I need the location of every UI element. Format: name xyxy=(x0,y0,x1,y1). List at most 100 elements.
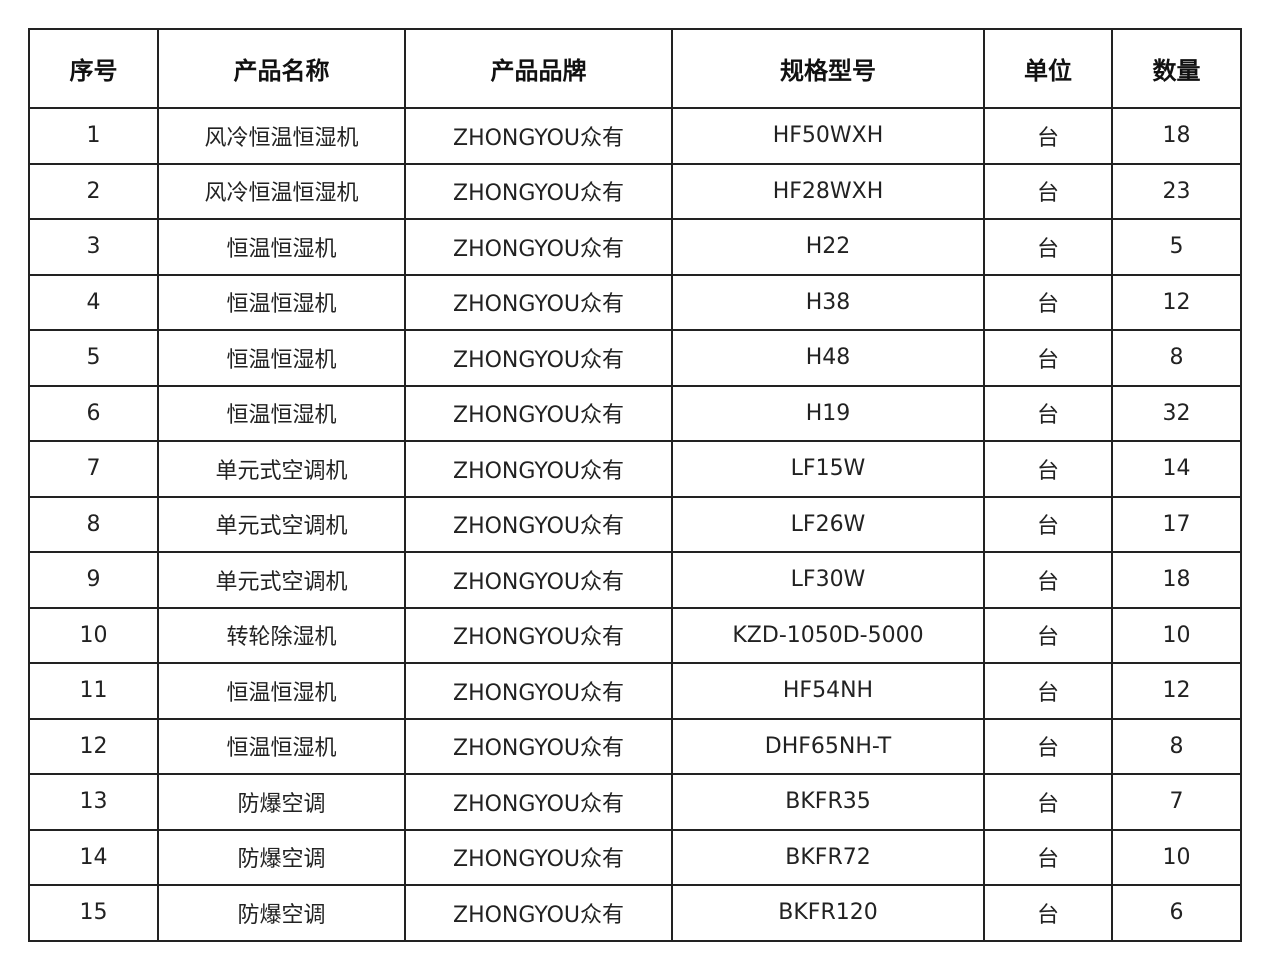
cell-product-name: 风冷恒温恒湿机 xyxy=(157,162,406,220)
cell-product-name: 单元式空调机 xyxy=(157,495,406,553)
cell-product-name: 防爆空调 xyxy=(157,884,406,942)
cell-quantity: 6 xyxy=(1111,884,1242,942)
cell-index: 15 xyxy=(28,884,159,942)
cell-quantity: 10 xyxy=(1111,606,1242,664)
cell-product-name: 单元式空调机 xyxy=(157,551,406,609)
cell-quantity: 32 xyxy=(1111,384,1242,442)
cell-index: 12 xyxy=(28,717,159,775)
cell-quantity: 7 xyxy=(1111,773,1242,831)
cell-brand: ZHONGYOU众有 xyxy=(404,662,673,720)
cell-brand: ZHONGYOU众有 xyxy=(404,773,673,831)
cell-unit: 台 xyxy=(983,828,1113,886)
cell-unit: 台 xyxy=(983,662,1113,720)
table-row: 13 防爆空调 ZHONGYOU众有 BKFR35 台 7 xyxy=(28,773,1242,831)
cell-brand: ZHONGYOU众有 xyxy=(404,384,673,442)
cell-brand: ZHONGYOU众有 xyxy=(404,828,673,886)
cell-quantity: 23 xyxy=(1111,162,1242,220)
cell-index: 3 xyxy=(28,218,159,276)
cell-quantity: 17 xyxy=(1111,495,1242,553)
cell-brand: ZHONGYOU众有 xyxy=(404,162,673,220)
cell-index: 9 xyxy=(28,551,159,609)
header-product-name: 产品名称 xyxy=(157,28,406,109)
cell-unit: 台 xyxy=(983,273,1113,331)
table-row: 2 风冷恒温恒湿机 ZHONGYOU众有 HF28WXH 台 23 xyxy=(28,162,1242,220)
table-body: 1 风冷恒温恒湿机 ZHONGYOU众有 HF50WXH 台 18 2 风冷恒温恒湿机 ZHON… xyxy=(28,107,1242,942)
cell-unit: 台 xyxy=(983,384,1113,442)
cell-product-name: 恒温恒湿机 xyxy=(157,218,406,276)
cell-brand: ZHONGYOU众有 xyxy=(404,329,673,387)
cell-unit: 台 xyxy=(983,884,1113,942)
cell-model: H22 xyxy=(671,218,985,276)
cell-quantity: 8 xyxy=(1111,329,1242,387)
cell-model: BKFR35 xyxy=(671,773,985,831)
table-row: 11 恒温恒湿机 ZHONGYOU众有 HF54NH 台 12 xyxy=(28,662,1242,720)
cell-model: H38 xyxy=(671,273,985,331)
cell-unit: 台 xyxy=(983,551,1113,609)
cell-brand: ZHONGYOU众有 xyxy=(404,440,673,498)
header-row: 序号 产品名称 产品品牌 规格型号 单位 数量 xyxy=(28,28,1242,109)
table-row: 6 恒温恒湿机 ZHONGYOU众有 H19 台 32 xyxy=(28,384,1242,442)
cell-model: LF15W xyxy=(671,440,985,498)
header-model: 规格型号 xyxy=(671,28,985,109)
cell-model: HF54NH xyxy=(671,662,985,720)
cell-brand: ZHONGYOU众有 xyxy=(404,717,673,775)
cell-unit: 台 xyxy=(983,717,1113,775)
cell-model: KZD-1050D-5000 xyxy=(671,606,985,664)
cell-brand: ZHONGYOU众有 xyxy=(404,551,673,609)
cell-brand: ZHONGYOU众有 xyxy=(404,606,673,664)
cell-unit: 台 xyxy=(983,162,1113,220)
table-row: 5 恒温恒湿机 ZHONGYOU众有 H48 台 8 xyxy=(28,329,1242,387)
table-row: 8 单元式空调机 ZHONGYOU众有 LF26W 台 17 xyxy=(28,495,1242,553)
table-row: 7 单元式空调机 ZHONGYOU众有 LF15W 台 14 xyxy=(28,440,1242,498)
cell-model: HF28WXH xyxy=(671,162,985,220)
cell-index: 5 xyxy=(28,329,159,387)
cell-brand: ZHONGYOU众有 xyxy=(404,218,673,276)
cell-quantity: 18 xyxy=(1111,551,1242,609)
header-brand: 产品品牌 xyxy=(404,28,673,109)
cell-unit: 台 xyxy=(983,329,1113,387)
cell-unit: 台 xyxy=(983,440,1113,498)
cell-index: 4 xyxy=(28,273,159,331)
cell-product-name: 恒温恒湿机 xyxy=(157,329,406,387)
cell-product-name: 恒温恒湿机 xyxy=(157,717,406,775)
cell-unit: 台 xyxy=(983,218,1113,276)
cell-quantity: 8 xyxy=(1111,717,1242,775)
table-row: 3 恒温恒湿机 ZHONGYOU众有 H22 台 5 xyxy=(28,218,1242,276)
cell-quantity: 14 xyxy=(1111,440,1242,498)
table-row: 9 单元式空调机 ZHONGYOU众有 LF30W 台 18 xyxy=(28,551,1242,609)
header-index: 序号 xyxy=(28,28,159,109)
table-row: 15 防爆空调 ZHONGYOU众有 BKFR120 台 6 xyxy=(28,884,1242,942)
cell-product-name: 防爆空调 xyxy=(157,828,406,886)
cell-quantity: 5 xyxy=(1111,218,1242,276)
cell-product-name: 恒温恒湿机 xyxy=(157,662,406,720)
cell-product-name: 恒温恒湿机 xyxy=(157,273,406,331)
cell-brand: ZHONGYOU众有 xyxy=(404,107,673,165)
cell-quantity: 12 xyxy=(1111,273,1242,331)
table-row: 4 恒温恒湿机 ZHONGYOU众有 H38 台 12 xyxy=(28,273,1242,331)
cell-product-name: 转轮除湿机 xyxy=(157,606,406,664)
product-table: 序号 产品名称 产品品牌 规格型号 单位 数量 1 风冷恒温恒湿机 ZHONGYOU… xyxy=(28,28,1242,942)
cell-model: LF26W xyxy=(671,495,985,553)
cell-brand: ZHONGYOU众有 xyxy=(404,495,673,553)
cell-index: 2 xyxy=(28,162,159,220)
table-row: 10 转轮除湿机 ZHONGYOU众有 KZD-1050D-5000 台 10 xyxy=(28,606,1242,664)
cell-quantity: 18 xyxy=(1111,107,1242,165)
cell-unit: 台 xyxy=(983,107,1113,165)
cell-index: 10 xyxy=(28,606,159,664)
cell-index: 6 xyxy=(28,384,159,442)
cell-index: 13 xyxy=(28,773,159,831)
header-unit: 单位 xyxy=(983,28,1113,109)
cell-index: 14 xyxy=(28,828,159,886)
cell-model: DHF65NH-T xyxy=(671,717,985,775)
cell-product-name: 恒温恒湿机 xyxy=(157,384,406,442)
cell-quantity: 10 xyxy=(1111,828,1242,886)
table-row: 1 风冷恒温恒湿机 ZHONGYOU众有 HF50WXH 台 18 xyxy=(28,107,1242,165)
cell-product-name: 风冷恒温恒湿机 xyxy=(157,107,406,165)
cell-model: HF50WXH xyxy=(671,107,985,165)
cell-model: H48 xyxy=(671,329,985,387)
cell-unit: 台 xyxy=(983,495,1113,553)
cell-unit: 台 xyxy=(983,773,1113,831)
cell-index: 8 xyxy=(28,495,159,553)
cell-brand: ZHONGYOU众有 xyxy=(404,273,673,331)
cell-model: LF30W xyxy=(671,551,985,609)
